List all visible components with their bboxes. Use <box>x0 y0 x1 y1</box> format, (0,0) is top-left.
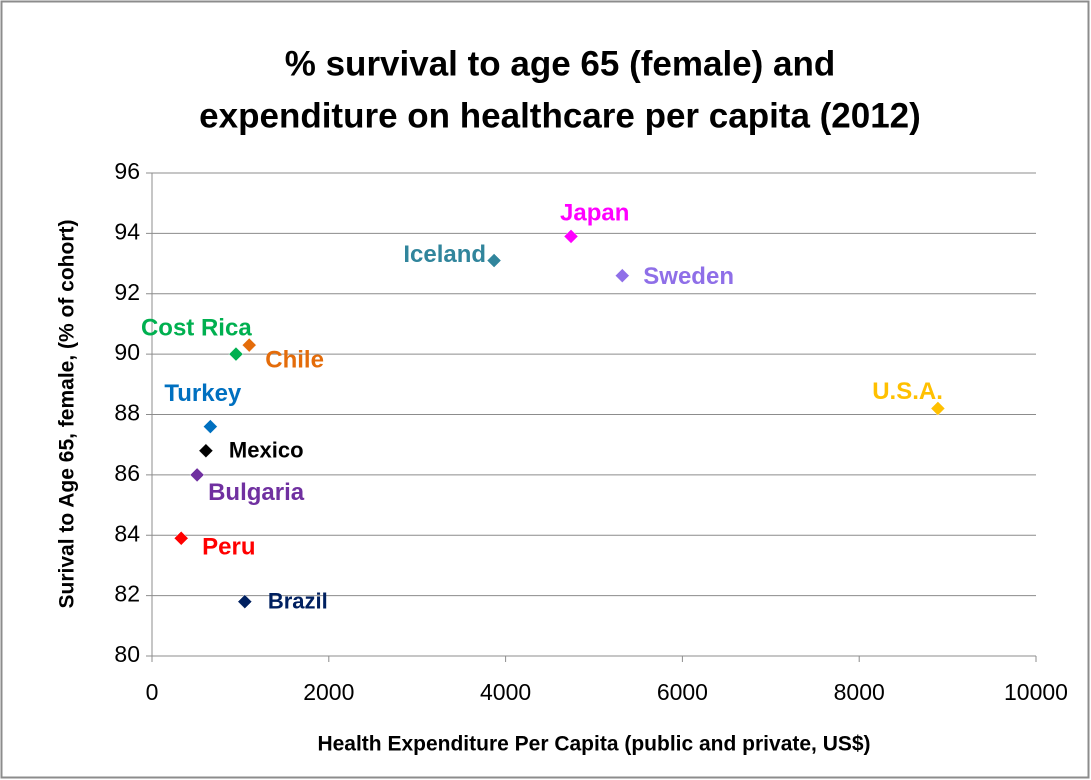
point-label: Chile <box>265 346 324 373</box>
y-tick-label: 80 <box>114 641 140 667</box>
y-axis-title: Surival to Age 65, female, (% of cohort) <box>56 220 79 609</box>
y-tick-label: 96 <box>114 158 140 184</box>
scatter-point <box>237 594 253 610</box>
scatter-point <box>228 346 244 362</box>
y-tick-label: 92 <box>114 279 140 305</box>
point-label: U.S.A. <box>872 378 943 405</box>
scatter-point <box>241 337 257 353</box>
scatter-point <box>614 268 630 283</box>
scatter-point <box>486 253 502 268</box>
y-tick-label: 88 <box>114 400 140 426</box>
scatter-point <box>173 530 189 546</box>
point-label: Brazil <box>268 588 328 613</box>
y-tick-label: 82 <box>114 581 140 607</box>
chart-title: expenditure on healthcare per capita (20… <box>199 96 921 135</box>
point-label: Japan <box>560 200 629 227</box>
x-tick-label: 6000 <box>657 679 708 705</box>
x-tick-label: 10000 <box>1004 679 1068 705</box>
x-tick-label: 2000 <box>303 679 354 705</box>
y-tick-label: 84 <box>114 520 140 546</box>
y-tick-label: 86 <box>114 460 140 486</box>
x-tick-label: 8000 <box>834 679 885 705</box>
x-tick-label: 0 <box>146 679 159 705</box>
x-tick-label: 4000 <box>480 679 531 705</box>
point-label: Cost Rica <box>141 314 252 341</box>
scatter-point <box>202 419 218 434</box>
point-label: Mexico <box>229 438 304 463</box>
scatter-point <box>563 229 579 244</box>
point-label: Iceland <box>403 241 486 268</box>
point-label: Peru <box>202 534 255 561</box>
point-label: Turkey <box>164 380 242 407</box>
chart-title: % survival to age 65 (female) and <box>285 44 835 83</box>
scatter-point <box>198 443 214 459</box>
x-axis-title: Health Expenditure Per Capita (public an… <box>317 733 870 756</box>
scatter-point <box>930 401 946 416</box>
y-tick-label: 94 <box>114 218 140 244</box>
point-label: Bulgaria <box>208 479 305 506</box>
scatter-point <box>189 467 205 483</box>
y-tick-label: 90 <box>114 339 140 365</box>
point-label: Sweden <box>643 263 734 290</box>
